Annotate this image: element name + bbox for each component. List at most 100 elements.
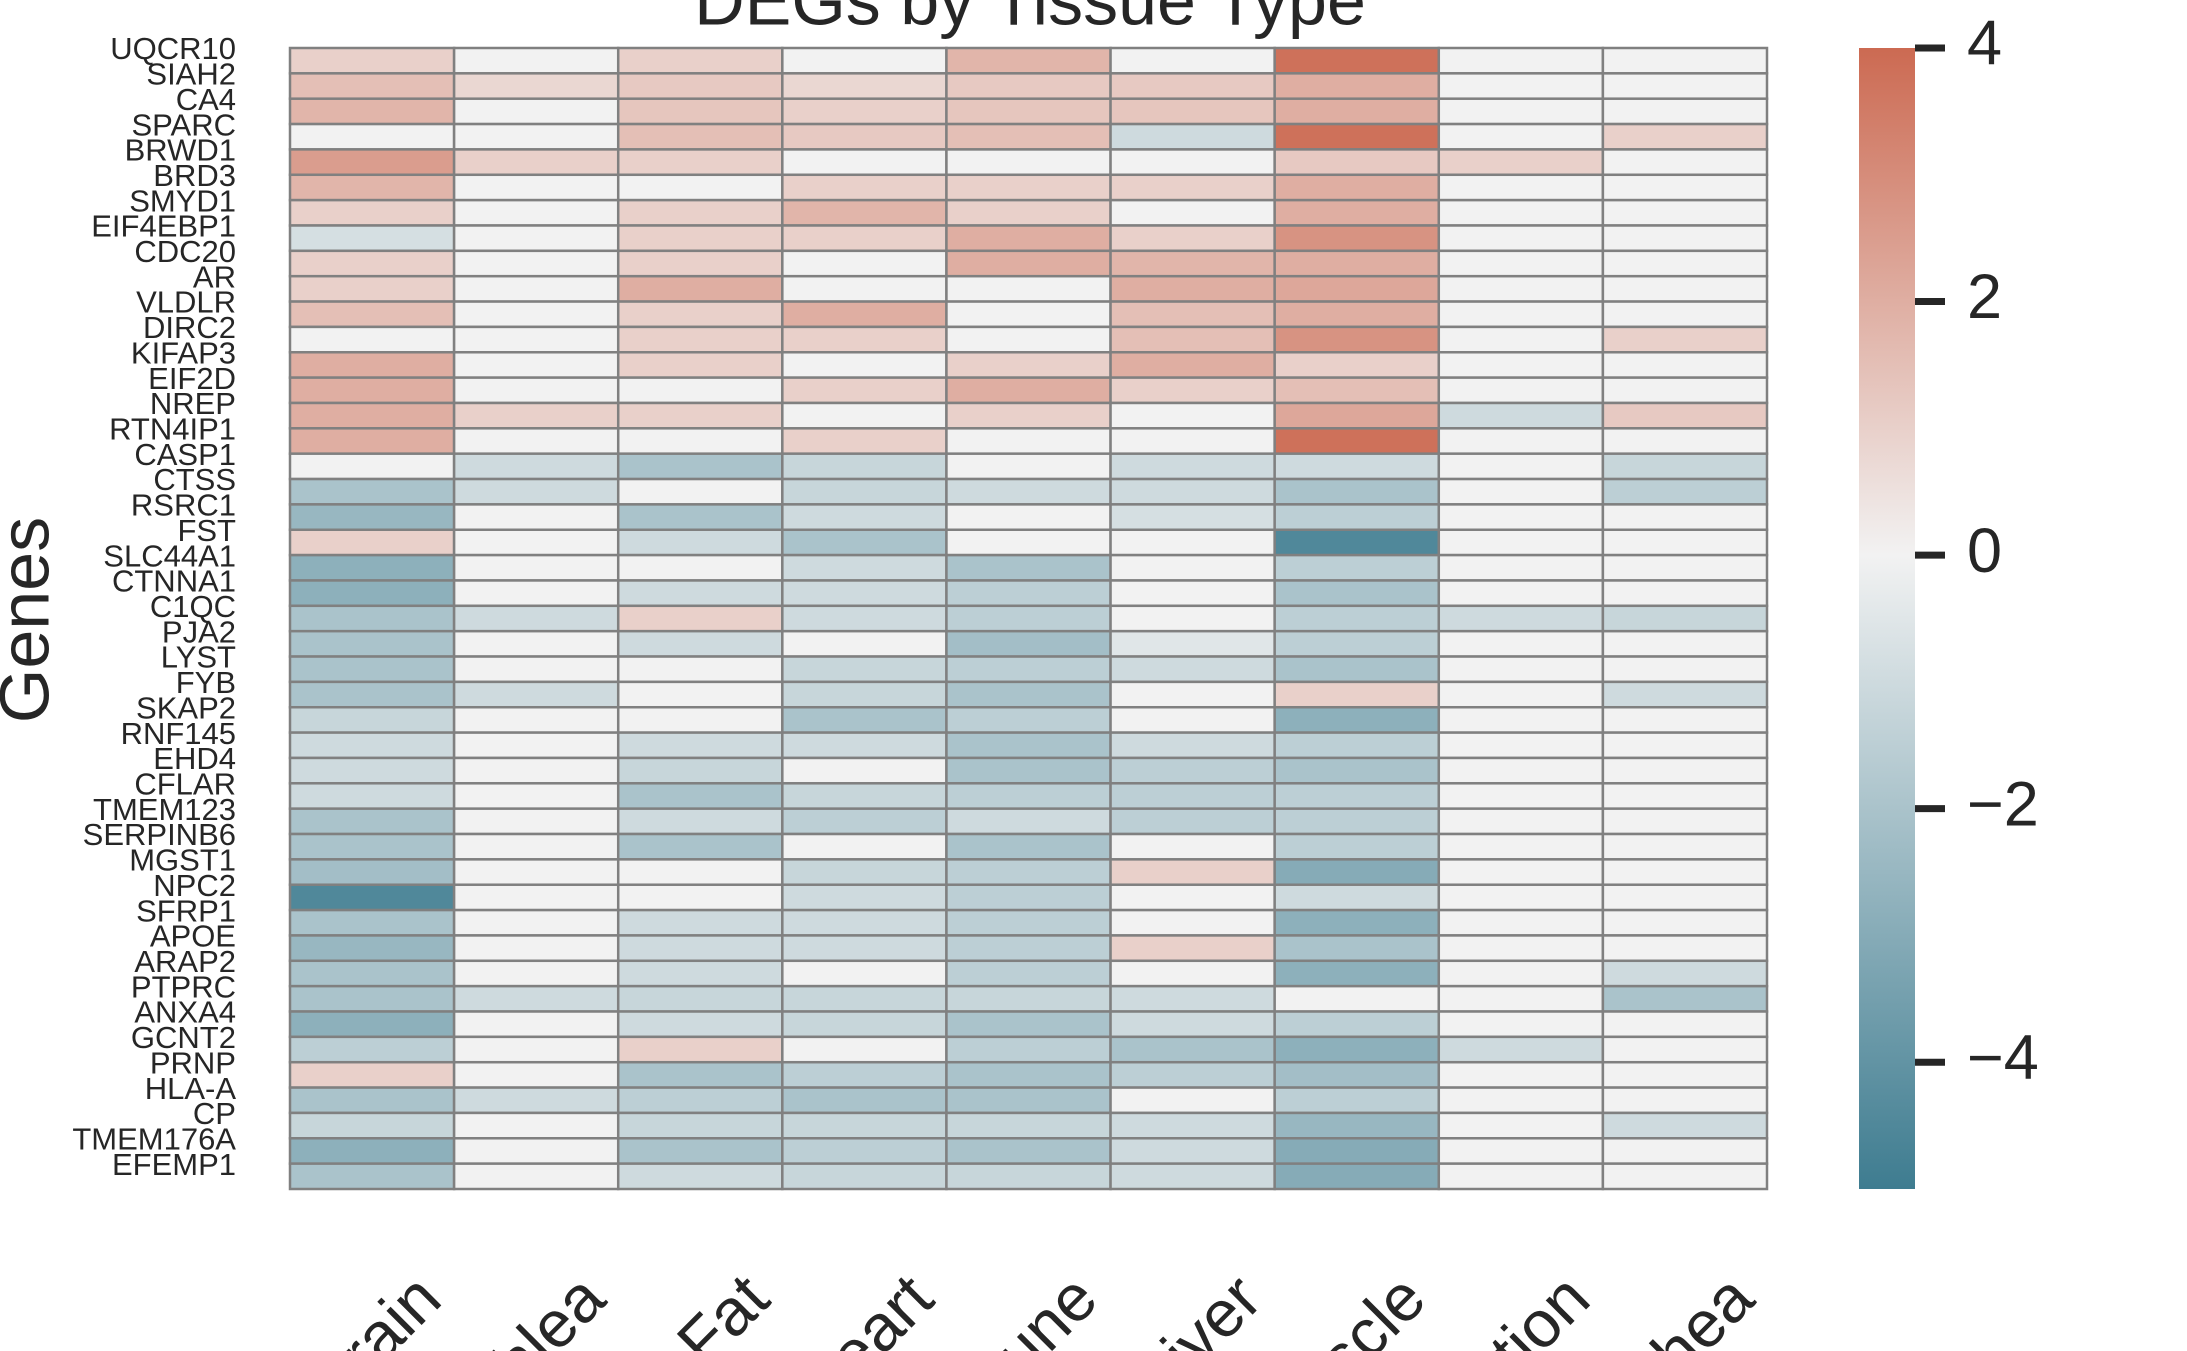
heatmap-cell bbox=[1109, 97, 1276, 126]
heatmap-cell bbox=[1273, 173, 1441, 202]
heatmap-cell bbox=[1437, 984, 1605, 1013]
heatmap-cell bbox=[616, 1060, 784, 1089]
heatmap-cell bbox=[781, 680, 948, 709]
heatmap-cell bbox=[945, 680, 1112, 709]
heatmap-cell bbox=[945, 249, 1112, 278]
heatmap-cell bbox=[781, 97, 948, 126]
y-tick-label: AR bbox=[193, 259, 236, 294]
heatmap-cell bbox=[1273, 1060, 1441, 1089]
heatmap-cell bbox=[1109, 351, 1276, 379]
heatmap-cell bbox=[1601, 1162, 1769, 1191]
heatmap-cell bbox=[781, 351, 948, 379]
heatmap-cell bbox=[452, 300, 620, 329]
heatmap-cell bbox=[616, 198, 784, 227]
heatmap-cell bbox=[945, 72, 1112, 100]
heatmap-cell bbox=[945, 325, 1112, 354]
heatmap-cell bbox=[616, 325, 784, 354]
heatmap-cell bbox=[288, 1162, 456, 1191]
heatmap-cell bbox=[1601, 1035, 1769, 1064]
heatmap-cell bbox=[288, 173, 456, 202]
heatmap-cell bbox=[1273, 274, 1441, 303]
heatmap-cell bbox=[616, 858, 784, 886]
heatmap-cell bbox=[1601, 604, 1769, 633]
heatmap-cell bbox=[1601, 680, 1769, 709]
heatmap-cell bbox=[288, 731, 456, 760]
heatmap-cell bbox=[945, 376, 1112, 405]
heatmap-cell bbox=[1601, 553, 1769, 582]
heatmap-cell bbox=[945, 1010, 1112, 1039]
heatmap-cell bbox=[288, 274, 456, 303]
y-tick-label: EHD4 bbox=[153, 741, 236, 776]
heatmap-cell bbox=[1273, 122, 1441, 151]
heatmap-cell bbox=[945, 1111, 1112, 1140]
heatmap-cell bbox=[1273, 1111, 1441, 1140]
heatmap-cell bbox=[781, 427, 948, 455]
heatmap-cell bbox=[616, 72, 784, 100]
heatmap-cell bbox=[945, 1060, 1112, 1089]
heatmap-cell bbox=[1109, 300, 1276, 329]
heatmap-cell bbox=[945, 198, 1112, 227]
heatmap-cell bbox=[1273, 1162, 1441, 1191]
y-tick-label: PTPRC bbox=[131, 969, 236, 1004]
heatmap-cell bbox=[1273, 655, 1441, 684]
heatmap-cell bbox=[1109, 122, 1276, 151]
heatmap-cell bbox=[945, 705, 1112, 734]
heatmap-cell bbox=[1109, 198, 1276, 227]
y-tick-label: RTN4IP1 bbox=[109, 412, 236, 447]
heatmap-cell bbox=[1273, 198, 1441, 227]
heatmap-cell bbox=[616, 122, 784, 151]
heatmap-cell bbox=[1109, 376, 1276, 405]
heatmap-cell bbox=[781, 705, 948, 734]
y-tick-label: LYST bbox=[161, 640, 236, 675]
y-tick-label: FST bbox=[177, 513, 236, 548]
y-tick-label: CP bbox=[193, 1096, 236, 1131]
heatmap-cell bbox=[1437, 274, 1605, 303]
x-tick-label: Fat bbox=[663, 1260, 783, 1351]
heatmap-cell bbox=[452, 325, 620, 354]
heatmap-cell bbox=[1273, 705, 1441, 734]
heatmap-cell bbox=[452, 1086, 620, 1115]
heatmap-cell bbox=[1273, 934, 1441, 963]
heatmap-cell bbox=[1601, 934, 1769, 963]
heatmap-cell bbox=[945, 959, 1112, 988]
heatmap-cell bbox=[1273, 629, 1441, 658]
y-tick-label: SERPINB6 bbox=[83, 817, 236, 852]
heatmap-cell bbox=[1437, 934, 1605, 963]
heatmap-cell bbox=[452, 274, 620, 303]
heatmap-cell bbox=[1437, 553, 1605, 582]
heatmap-cell bbox=[1273, 984, 1441, 1013]
heatmap-cell bbox=[1109, 528, 1276, 557]
heatmap-cell bbox=[1109, 452, 1276, 481]
heatmap-cell bbox=[1437, 731, 1605, 760]
heatmap-cell bbox=[1437, 807, 1605, 836]
heatmap-cell bbox=[1273, 756, 1441, 785]
heatmap-cell bbox=[1437, 858, 1605, 886]
heatmap-cell bbox=[1109, 984, 1276, 1013]
heatmap-cell bbox=[1273, 224, 1441, 253]
heatmap-cell bbox=[288, 528, 456, 557]
heatmap-cell bbox=[1273, 807, 1441, 836]
y-tick-label: CFLAR bbox=[134, 766, 236, 801]
heatmap-cell bbox=[1437, 122, 1605, 151]
heatmap-cell bbox=[1601, 274, 1769, 303]
heatmap-cell bbox=[1437, 300, 1605, 329]
heatmap-cell bbox=[781, 503, 948, 532]
heatmap-cell bbox=[1273, 300, 1441, 329]
heatmap-cell bbox=[945, 122, 1112, 151]
colorbar-tick-label: 4 bbox=[1967, 9, 2002, 79]
heatmap-cell bbox=[1601, 173, 1769, 202]
heatmap-cell bbox=[1273, 148, 1441, 177]
heatmap-cell bbox=[781, 908, 948, 937]
heatmap-cell bbox=[452, 680, 620, 709]
heatmap-cell bbox=[1601, 705, 1769, 734]
heatmap-cell bbox=[452, 1060, 620, 1089]
heatmap-cell bbox=[1109, 477, 1276, 506]
heatmap-cell bbox=[1273, 452, 1441, 481]
heatmap-cell bbox=[1109, 1111, 1276, 1140]
heatmap-cell bbox=[1109, 72, 1276, 100]
heatmap-cell bbox=[781, 1162, 948, 1191]
heatmap-cell bbox=[616, 173, 784, 202]
y-tick-label: RSRC1 bbox=[131, 488, 236, 523]
heatmap-cell bbox=[781, 655, 948, 684]
